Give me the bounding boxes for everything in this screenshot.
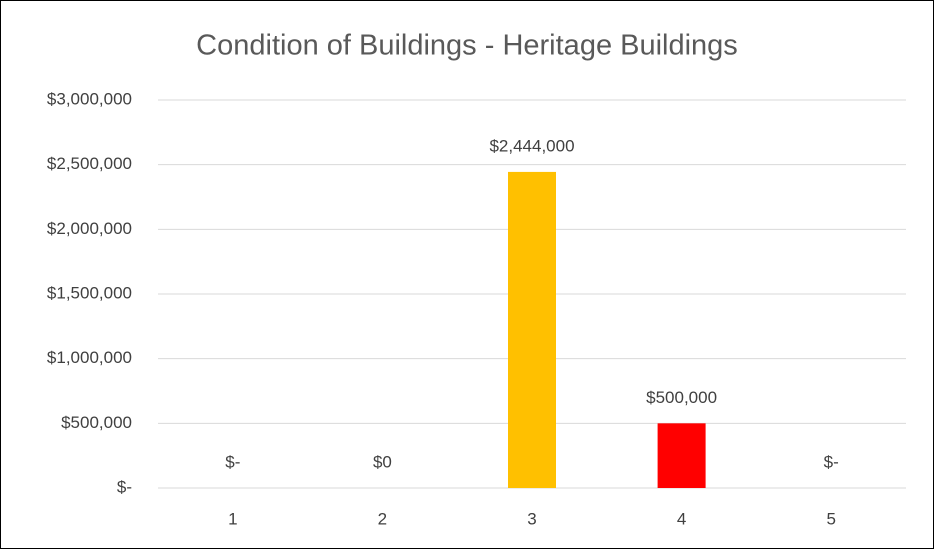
bar [508, 171, 556, 488]
data-label: $2,444,000 [489, 136, 574, 155]
data-label: $- [824, 452, 839, 471]
data-label: $- [225, 452, 240, 471]
y-tick-label: $1,500,000 [47, 283, 132, 302]
data-label: $500,000 [646, 388, 717, 407]
y-tick-label: $- [117, 477, 132, 496]
x-tick-label: 1 [228, 509, 237, 528]
y-tick-label: $1,000,000 [47, 348, 132, 367]
y-tick-label: $2,000,000 [47, 219, 132, 238]
x-tick-label: 4 [677, 509, 686, 528]
x-tick-label: 2 [378, 509, 387, 528]
y-tick-label: $500,000 [61, 413, 132, 432]
bar [657, 423, 706, 488]
data-label: $0 [373, 452, 392, 471]
x-tick-label: 3 [527, 509, 536, 528]
y-tick-label: $3,000,000 [47, 89, 132, 108]
y-tick-label: $2,500,000 [47, 154, 132, 173]
chart-title: Condition of Buildings - Heritage Buildi… [196, 30, 738, 62]
x-tick-label: 5 [826, 509, 835, 528]
